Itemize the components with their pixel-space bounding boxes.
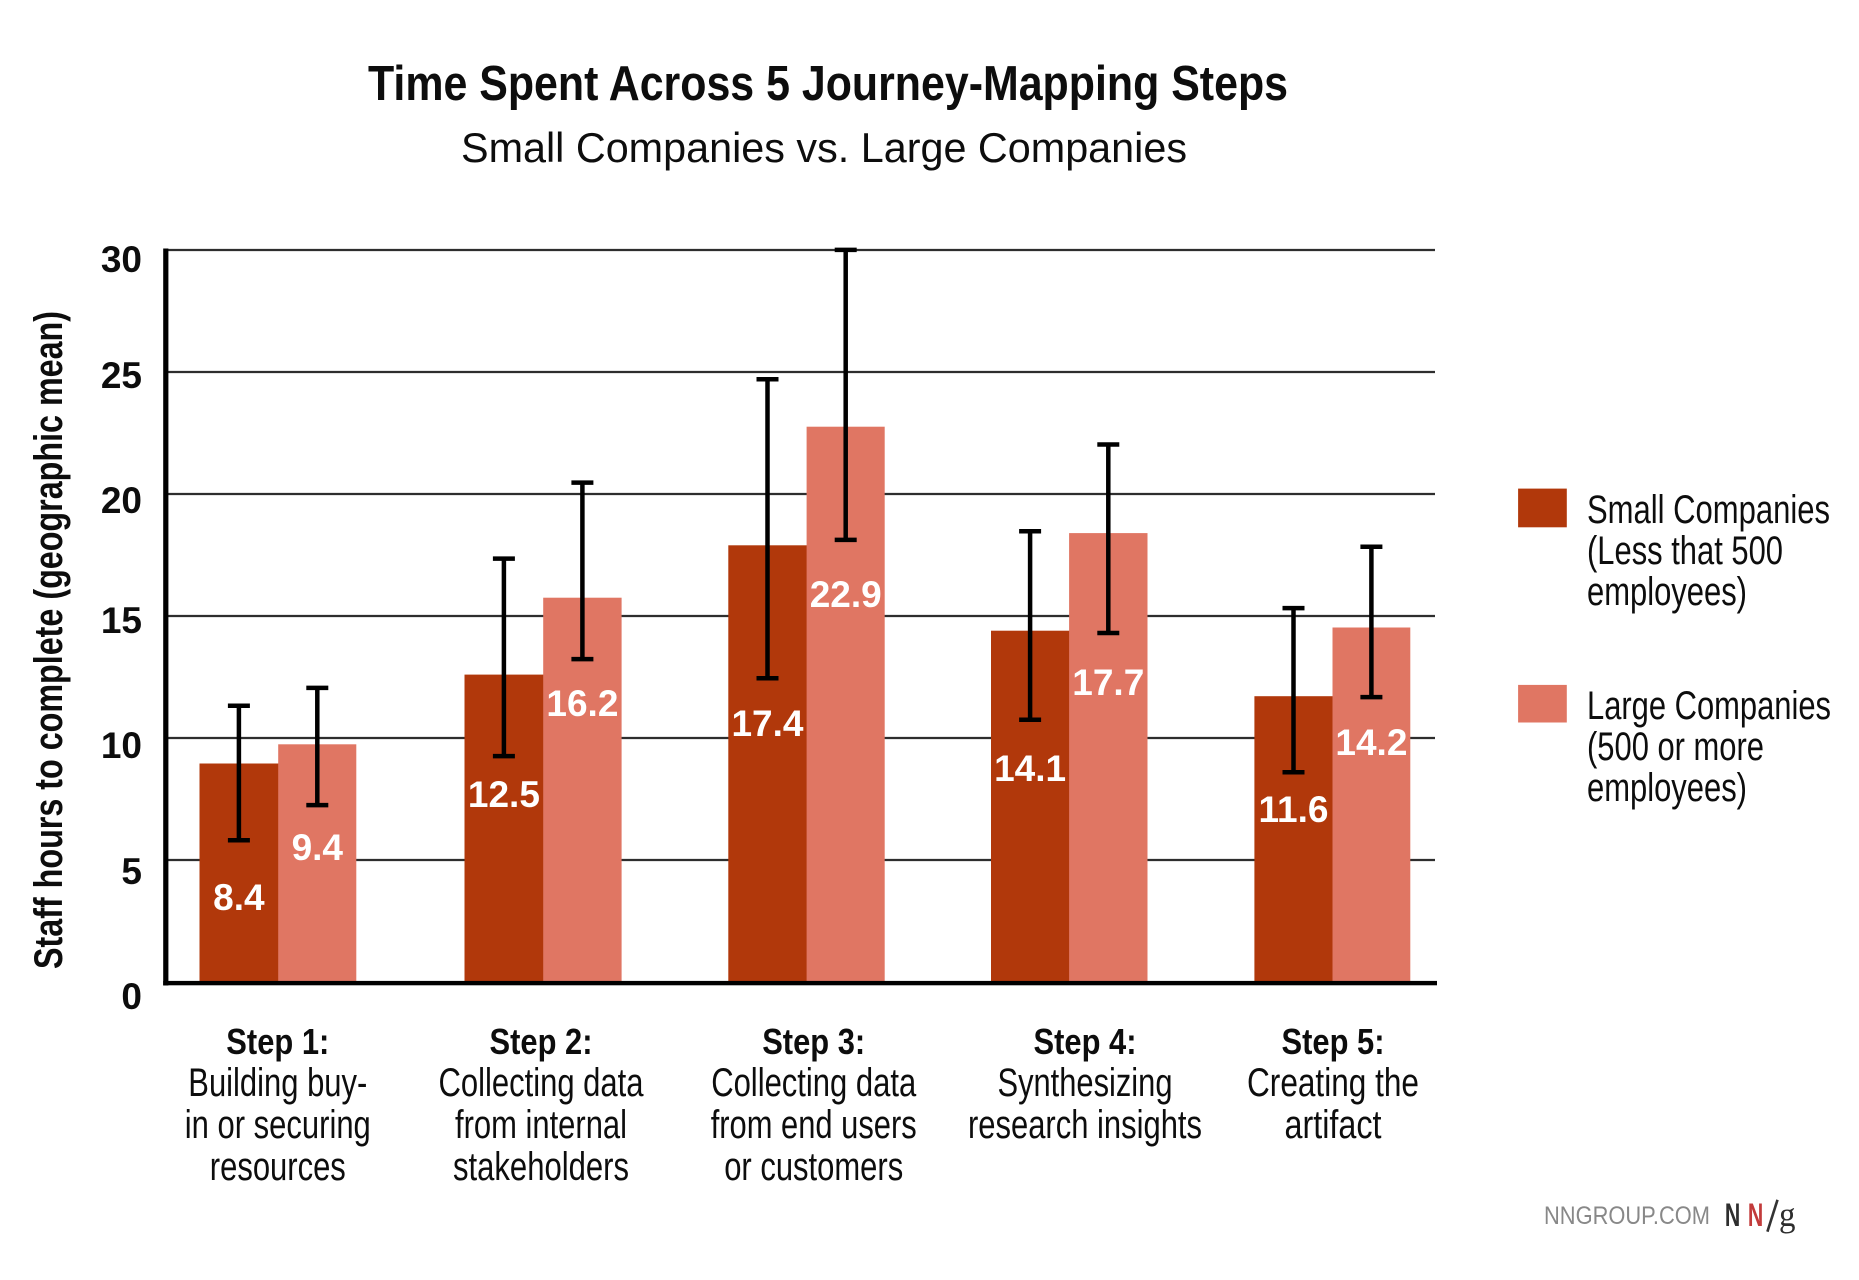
svg-text:Small Companies vs. Large Comp: Small Companies vs. Large Companies xyxy=(461,124,1187,171)
svg-text:15: 15 xyxy=(101,600,142,641)
svg-text:in or securing: in or securing xyxy=(185,1103,371,1147)
svg-text:resources: resources xyxy=(210,1145,346,1189)
svg-text:17.7: 17.7 xyxy=(1072,662,1144,703)
svg-text:Step 5:: Step 5: xyxy=(1282,1021,1385,1062)
svg-text:NNGROUP.COM: NNGROUP.COM xyxy=(1544,1202,1710,1230)
svg-text:from end users: from end users xyxy=(711,1103,917,1147)
svg-text:Step 4:: Step 4: xyxy=(1034,1021,1137,1062)
svg-text:Step 3:: Step 3: xyxy=(762,1021,865,1062)
svg-text:16.2: 16.2 xyxy=(546,683,618,724)
svg-text:12.5: 12.5 xyxy=(468,774,540,815)
svg-text:0: 0 xyxy=(121,976,142,1017)
svg-text:from internal: from internal xyxy=(455,1103,627,1147)
svg-text:10: 10 xyxy=(101,725,142,766)
svg-text:Step 1:: Step 1: xyxy=(226,1021,329,1062)
svg-text:N: N xyxy=(1725,1197,1740,1233)
svg-text:9.4: 9.4 xyxy=(292,827,344,868)
svg-text:(Less that 500: (Less that 500 xyxy=(1587,529,1783,573)
svg-text:g: g xyxy=(1779,1195,1796,1234)
svg-text:30: 30 xyxy=(101,239,142,280)
svg-text:stakeholders: stakeholders xyxy=(453,1145,629,1189)
svg-text:employees): employees) xyxy=(1587,766,1747,810)
svg-text:employees): employees) xyxy=(1587,570,1747,614)
svg-text:N: N xyxy=(1748,1197,1763,1233)
svg-text:Step 2:: Step 2: xyxy=(490,1021,593,1062)
svg-text:research insights: research insights xyxy=(968,1103,1202,1147)
svg-text:artifact: artifact xyxy=(1285,1103,1382,1147)
svg-text:(500 or more: (500 or more xyxy=(1587,725,1764,769)
svg-text:14.2: 14.2 xyxy=(1335,722,1407,763)
svg-text:Building buy-: Building buy- xyxy=(188,1061,367,1105)
svg-text:Collecting data: Collecting data xyxy=(711,1061,917,1105)
svg-text:22.9: 22.9 xyxy=(810,574,882,615)
svg-text:Large Companies: Large Companies xyxy=(1587,684,1831,728)
svg-text:8.4: 8.4 xyxy=(213,877,265,918)
svg-text:25: 25 xyxy=(101,355,142,396)
svg-text:or customers: or customers xyxy=(724,1145,903,1189)
svg-text:20: 20 xyxy=(101,480,142,521)
svg-text:Creating the: Creating the xyxy=(1247,1061,1419,1105)
svg-text:5: 5 xyxy=(121,851,142,892)
svg-text:Staff hours to complete (geogr: Staff hours to complete (geographic mean… xyxy=(27,311,71,969)
svg-text:Synthesizing: Synthesizing xyxy=(998,1061,1173,1105)
svg-text:14.1: 14.1 xyxy=(994,748,1066,789)
svg-text:Small Companies: Small Companies xyxy=(1587,488,1830,532)
svg-text:17.4: 17.4 xyxy=(731,703,803,744)
svg-text:11.6: 11.6 xyxy=(1259,789,1329,830)
svg-text:Collecting data: Collecting data xyxy=(439,1061,645,1105)
svg-text:Time Spent Across 5 Journey-Ma: Time Spent Across 5 Journey-Mapping Step… xyxy=(368,57,1288,111)
